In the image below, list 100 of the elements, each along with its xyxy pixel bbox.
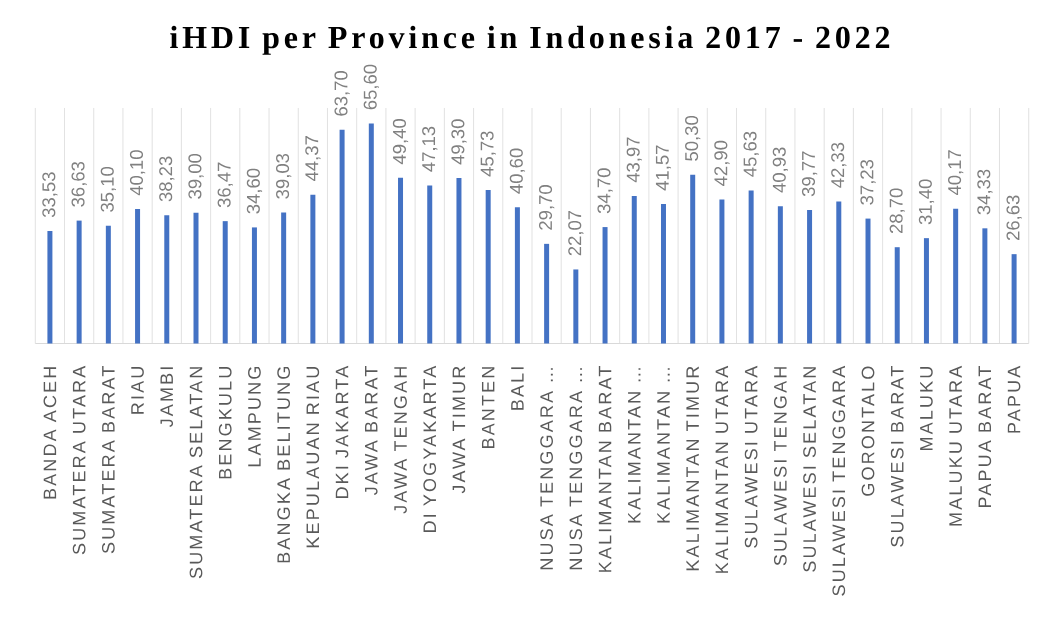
data-label: 35,10 [100,166,116,212]
x-tick-label: PAPUA [1007,365,1021,433]
x-tick-label: BANGKA BELITUNG [277,367,291,563]
data-label: 39,00 [188,153,204,199]
x-tick-label: JAMBI [160,367,174,428]
bar [76,220,82,344]
x-tick-label: BANDA ACEH [43,367,57,499]
data-label: 26,63 [1006,195,1022,241]
x-tick-label: KALIMANTAN TIMUR [686,366,699,571]
data-label: 31,40 [918,179,935,225]
data-label: 40,60 [509,148,526,194]
bar [573,269,579,344]
bar [631,195,637,344]
data-label: 45,73 [480,131,496,177]
bar [398,177,404,344]
bar [310,194,316,344]
x-tick-label: BENGKULU [218,367,232,479]
x-tick-label: BALI [511,367,524,410]
data-label: 37,23 [860,159,876,205]
data-label: 28,70 [889,188,905,234]
data-label: 49,30 [451,119,467,165]
x-tick-label: LAMPUNG [248,367,261,467]
data-label: 39,03 [276,153,292,199]
bar [164,215,170,344]
x-tick-label: SULAWESI BARAT [890,366,904,547]
data-label: 42,33 [831,142,847,188]
x-tick-label: KALIMANTAN BARAT [598,366,612,572]
data-label: 36,47 [217,162,233,208]
data-label: 34,60 [246,168,263,214]
bar [982,228,988,344]
x-tick-label: JAWA BARAT [365,366,378,496]
x-tick-label: SULAWESI TENGGARA [832,365,846,596]
x-tick-label: KEPULAUAN RIAU [306,367,320,548]
bar [777,206,783,344]
bar [427,185,433,344]
bar [748,190,754,344]
data-label: 34,33 [977,169,993,215]
x-tick-label: SUMATERA UTARA [72,365,86,555]
bar [1011,254,1017,344]
x-tick-label: NUSA TENGGARA … [569,368,583,570]
data-label: 22,07 [568,210,584,256]
x-tick-label: SUMATERA SELATAN [189,367,203,579]
x-tick-label: MALUKU UTARA [949,365,962,526]
bar [222,221,228,344]
x-tick-label: NUSA TENGGARA … [540,368,553,570]
x-tick-label: GORONTALO [861,366,875,496]
data-label: 43,97 [626,137,642,183]
data-label: 63,70 [334,71,350,116]
bar [690,174,696,344]
x-tick-label: KALIMANTAN UTARA [715,365,729,573]
x-tick-label: KALIMANTAN … [657,368,670,523]
bar [923,238,929,344]
bar [719,199,725,344]
x-tick-label: DI YOGYAKARTA [423,365,437,533]
bar [836,201,842,344]
x-tick-label: RIAU [131,367,144,414]
bar [865,218,871,344]
bar [251,227,257,344]
x-tick-label: JAWA TIMUR [452,366,466,494]
bar [281,212,287,344]
bar [514,207,520,344]
x-tick-label: SULAWESI UTARA [744,365,758,548]
x-tick-label: SULAWESI TENGAH [773,367,787,566]
data-label: 42,90 [714,140,730,186]
data-label: 33,53 [42,172,58,218]
x-tick-label: SUMATERA BARAT [101,366,115,554]
bar [485,190,491,344]
x-tick-label: PAPUA BARAT [978,366,992,508]
bar [953,208,959,344]
chart-title: iHDI per Province in Indonesia 2017 - 2022 [170,25,890,55]
bar [894,247,900,344]
bar [544,243,550,344]
x-tick-label: JAWA TENGAH [394,367,407,514]
bar [105,225,111,344]
data-label: 44,37 [305,136,321,182]
data-label: 47,13 [422,126,438,172]
data-label: 39,77 [801,151,818,197]
bar [193,212,199,344]
data-label: 36,63 [71,161,87,207]
data-label: 38,23 [159,156,175,202]
data-label: 45,63 [743,131,759,177]
data-label: 29,70 [538,185,555,230]
bar [660,204,666,344]
bar [602,227,608,344]
data-label: 40,17 [948,150,964,196]
bar [456,178,462,344]
data-label: 40,10 [129,150,146,196]
data-label: 40,93 [772,147,788,193]
data-label: 41,57 [655,145,672,191]
data-label: 34,70 [597,168,613,214]
x-tick-label: BANTEN [481,367,495,449]
data-label: 49,40 [392,118,409,165]
x-tick-label: KALIMANTAN … [628,368,641,523]
data-label: 65,60 [363,64,379,110]
bar [339,129,345,344]
x-tick-label: DKI JAKARTA [335,365,349,499]
x-tick-label: MALUKU [920,367,933,451]
bar [368,123,374,344]
bar [807,210,813,344]
data-label: 50,30 [685,115,701,161]
